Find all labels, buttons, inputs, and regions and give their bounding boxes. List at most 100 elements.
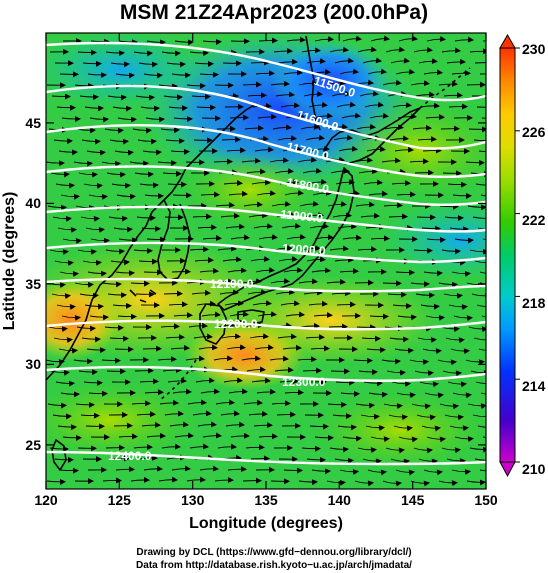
x-tick-label: 125	[108, 492, 132, 508]
wind-arrow	[221, 333, 241, 340]
wind-arrow	[107, 292, 127, 299]
wind-arrow	[247, 92, 267, 99]
wind-arrow	[445, 337, 465, 344]
wind-arrow	[441, 47, 461, 54]
wind-arrow	[332, 212, 352, 219]
wind-arrow	[174, 39, 194, 46]
wind-arrow	[146, 432, 166, 439]
wind-arrow	[363, 179, 383, 186]
wind-arrow	[52, 413, 72, 420]
y-axis	[46, 122, 486, 446]
wind-arrow	[224, 300, 244, 307]
credit-line-drawing: Drawing by DCL (https://www.gfd−dennou.o…	[136, 547, 412, 558]
wind-arrow	[342, 35, 362, 42]
wind-arrow	[446, 458, 466, 465]
wind-arrow	[442, 370, 462, 377]
wind-arrow	[90, 237, 110, 244]
wind-arrow	[136, 411, 156, 418]
wind-arrow	[134, 171, 154, 178]
wind-arrow	[84, 303, 104, 310]
wind-arrow	[197, 224, 217, 231]
wind-arrow	[413, 46, 433, 53]
wind-arrow	[73, 160, 93, 167]
wind-arrow	[222, 256, 242, 263]
wind-arrow	[410, 80, 430, 87]
wind-arrow	[310, 345, 330, 352]
wind-arrow	[337, 424, 357, 431]
contour-label: 12300.0	[282, 375, 326, 389]
wind-arrow	[226, 147, 246, 154]
wind-arrow	[47, 402, 67, 409]
wind-arrow	[106, 171, 126, 178]
wind-arrow	[474, 458, 486, 461]
wind-arrow	[162, 170, 182, 177]
wind-arrow	[282, 344, 302, 351]
wind-arrow	[467, 204, 486, 211]
wind-arrow	[185, 355, 205, 362]
y-tick-label: 30	[25, 356, 41, 372]
wind-arrow	[143, 465, 163, 472]
wind-arrow	[144, 193, 164, 200]
colorbar: 210 214 218 222 226 230	[499, 33, 546, 478]
wind-arrow	[216, 322, 236, 329]
wind-arrow	[202, 235, 222, 242]
wind-arrow	[303, 289, 323, 296]
wind-arrow	[189, 246, 209, 253]
x-tick-label: 130	[181, 492, 205, 508]
wind-arrow	[342, 435, 362, 442]
wind-arrow	[105, 50, 125, 57]
wind-arrow	[469, 446, 486, 453]
wind-arrow	[422, 348, 442, 355]
credit-line-data: Data from http://database.rish.kyoto−u.a…	[136, 560, 412, 571]
wind-arrow	[230, 234, 250, 241]
wind-arrow	[421, 425, 441, 432]
wind-arrow	[104, 127, 124, 134]
wind-arrow	[228, 190, 248, 197]
colorbar-tick-label: 210	[522, 461, 546, 477]
wind-arrow	[132, 127, 152, 134]
wind-arrow	[482, 238, 486, 241]
wind-arrow	[194, 257, 214, 264]
wind-arrow	[75, 401, 95, 408]
wind-arrow	[46, 160, 65, 167]
wind-arrow	[479, 469, 486, 472]
wind-arrow	[329, 245, 349, 252]
wind-arrow	[79, 94, 99, 101]
wind-arrow	[410, 281, 430, 288]
wind-arrow	[269, 157, 289, 164]
colorbar-bottom-triangle	[499, 461, 516, 478]
wind-arrow	[474, 260, 486, 264]
wind-arrow	[480, 194, 486, 197]
wind-arrow	[395, 469, 415, 476]
wind-arrow	[327, 401, 347, 408]
wind-arrow	[215, 399, 235, 406]
wind-arrow	[170, 148, 190, 155]
wind-arrow	[298, 479, 318, 486]
wind-arrow	[198, 344, 218, 351]
wind-arrow	[280, 300, 300, 307]
wind-arrow	[114, 149, 134, 156]
wind-arrow	[454, 436, 474, 443]
wind-arrow	[386, 369, 406, 376]
wind-arrow	[311, 468, 331, 475]
wind-arrow	[270, 80, 290, 87]
wind-arrow	[423, 69, 443, 76]
wind-arrow	[284, 389, 304, 396]
wind-arrow	[76, 325, 96, 332]
wind-arrow	[438, 80, 458, 87]
wind-arrow	[285, 311, 305, 318]
wind-arrow	[382, 480, 402, 487]
contour-label: 11900.0	[280, 207, 324, 225]
wind-arrow	[286, 36, 306, 43]
wind-arrow	[397, 113, 417, 120]
y-tick-label: 25	[25, 437, 41, 453]
wind-arrow	[116, 193, 136, 200]
wind-arrow	[90, 38, 110, 45]
wind-arrow	[381, 157, 401, 164]
wind-arrow	[418, 58, 438, 65]
wind-arrow	[367, 469, 387, 476]
wind-arrow	[390, 458, 410, 465]
wind-arrow	[102, 281, 122, 288]
wind-arrow	[109, 335, 129, 342]
wind-arrow	[414, 370, 434, 377]
